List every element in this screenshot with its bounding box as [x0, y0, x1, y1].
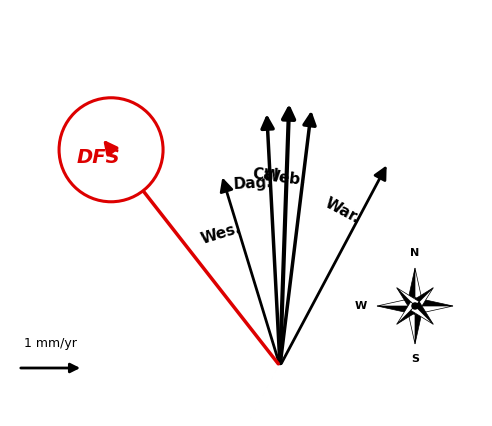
Polygon shape: [407, 268, 415, 306]
Polygon shape: [415, 306, 423, 344]
Polygon shape: [397, 306, 419, 324]
Polygon shape: [397, 302, 415, 324]
Text: W: W: [355, 301, 367, 311]
Polygon shape: [415, 268, 423, 306]
Text: Wes.: Wes.: [199, 220, 243, 247]
Polygon shape: [411, 288, 433, 306]
Circle shape: [412, 303, 418, 309]
Text: N: N: [410, 248, 420, 258]
Text: DFS: DFS: [76, 148, 120, 167]
Polygon shape: [397, 288, 415, 310]
Text: War.: War.: [322, 196, 362, 227]
Polygon shape: [415, 302, 433, 324]
Polygon shape: [407, 306, 415, 344]
Text: 1 mm/yr: 1 mm/yr: [24, 337, 77, 350]
Polygon shape: [397, 288, 419, 306]
Polygon shape: [377, 298, 415, 306]
Polygon shape: [411, 306, 433, 324]
Text: Web.: Web.: [263, 168, 308, 188]
Circle shape: [59, 98, 163, 202]
Text: S: S: [411, 354, 419, 364]
Polygon shape: [415, 298, 453, 306]
Text: Dag.: Dag.: [232, 175, 273, 192]
Polygon shape: [415, 288, 433, 310]
Polygon shape: [415, 306, 453, 314]
Text: Cal.: Cal.: [252, 167, 285, 183]
Polygon shape: [377, 306, 415, 314]
